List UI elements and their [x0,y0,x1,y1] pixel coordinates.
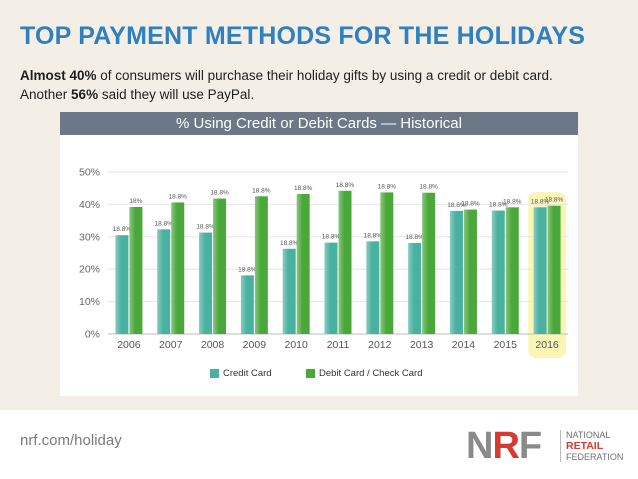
bar-debit-2007 [171,202,185,334]
data-label-debit-2013: 18.8% [419,184,438,191]
chart-title: % Using Credit or Debit Cards — Historic… [60,112,578,135]
x-tick-label-2008: 2008 [201,339,225,351]
x-tick-label-2009: 2009 [243,339,267,351]
x-tick-label-2016: 2016 [535,339,559,351]
x-tick-label-2006: 2006 [117,339,141,351]
nrf-logo: NRF NATIONAL RETAIL FEDERATION [466,424,626,468]
nrf-logo-mark: NRF [466,424,542,468]
legend-item-credit-card: Credit Card [210,368,272,379]
data-label-debit-2014: 18.8% [461,201,480,208]
bar-debit-2006 [129,206,143,334]
bar-credit-2015 [491,210,505,334]
bar-debit-2011 [338,190,352,334]
bar-credit-2006 [115,235,129,334]
bar-debit-2014 [463,209,477,334]
x-tick-label-2010: 2010 [285,339,309,351]
data-label-debit-2010: 18.8% [294,185,313,192]
data-label-credit-2015: 18.8% [489,202,508,209]
data-label-credit-2012: 18.8% [364,232,383,239]
logo-letter-f: F [518,425,542,467]
bar-credit-2012 [366,241,380,334]
footer: nrf.com/holiday NRF NATIONAL RETAIL FEDE… [0,410,638,479]
bar-credit-2014 [449,210,463,334]
y-tick-label: 50% [79,167,100,179]
footer-url-link[interactable]: nrf.com/holiday [20,432,122,449]
y-tick-label: 0% [85,329,100,341]
data-label-credit-2006: 18.8% [113,226,132,233]
bar-debit-2015 [505,207,519,334]
y-tick-label: 10% [79,296,100,308]
data-label-debit-2011: 18.8% [336,182,355,189]
legend-label-credit-card: Credit Card [223,368,272,379]
x-tick-label-2014: 2014 [452,339,476,351]
data-label-credit-2011: 18.8% [322,234,341,241]
subtitle-highlight-2: 56% [71,87,99,102]
logo-letter-r: R [492,425,519,467]
bar-credit-2016 [533,207,547,334]
bar-debit-2009 [254,196,268,334]
data-label-credit-2010: 18.8% [280,240,299,247]
y-tick-label: 30% [79,231,100,243]
bar-debit-2010 [296,194,310,334]
data-label-debit-2012: 18.8% [378,183,397,190]
legend-item-debit-card: Debit Card / Check Card [306,368,422,379]
bar-credit-2011 [324,242,338,334]
data-label-credit-2014: 18.8% [447,202,466,209]
logo-line-retail: RETAIL [566,440,604,452]
bar-debit-2012 [380,192,394,334]
data-label-credit-2008: 18.8% [196,224,215,231]
data-label-debit-2008: 18.8% [210,190,229,197]
data-label-debit-2009: 18.8% [252,187,271,194]
nrf-logo-wordmark: NATIONAL RETAIL FEDERATION [566,430,623,463]
data-label-debit-2016: 18.8% [545,197,564,204]
x-tick-label-2007: 2007 [159,339,183,351]
logo-line-federation: FEDERATION [566,452,624,462]
bar-credit-2010 [282,248,296,334]
bar-debit-2008 [213,198,227,334]
logo-letter-n: N [466,425,493,467]
data-label-credit-2016: 18.8% [531,198,550,205]
logo-line-national: NATIONAL [566,430,611,440]
page-title: TOP PAYMENT METHODS FOR THE HOLIDAYS [20,22,586,50]
page-subtitle: Almost 40% of consumers will purchase th… [20,66,580,104]
data-label-credit-2013: 18.8% [405,234,424,241]
subtitle-highlight-1: Almost 40% [20,68,97,83]
bar-debit-2016 [547,205,561,334]
bar-credit-2013 [408,242,422,334]
data-label-credit-2007: 18.8% [155,220,174,227]
data-label-debit-2007: 18.8% [169,193,188,200]
data-label-credit-2009: 18.8% [238,266,257,273]
subtitle-text-1: of consumers will purchase their holiday… [20,68,553,102]
legend-label-debit-card: Debit Card / Check Card [319,368,423,379]
data-label-debit-2006: 18% [129,198,142,205]
chart-legend: Credit Card Debit Card / Check Card [60,368,578,384]
x-tick-label-2013: 2013 [410,339,434,351]
bar-chart: 0%10%20%30%40%50%18.8%18%200618.8%18.8%2… [79,167,568,358]
logo-divider [560,430,561,462]
legend-swatch-debit-card [306,369,315,378]
bar-debit-2013 [422,192,436,334]
x-tick-label-2015: 2015 [494,339,518,351]
legend-swatch-credit-card [210,369,219,378]
bar-credit-2009 [240,275,254,334]
chart-card: % Using Credit or Debit Cards — Historic… [60,112,578,396]
data-label-debit-2015: 18.8% [503,198,522,205]
y-tick-label: 20% [79,264,100,276]
bar-credit-2007 [157,229,171,334]
subtitle-text-2: said they will use PayPal. [98,87,255,102]
x-tick-label-2011: 2011 [327,339,350,351]
bar-credit-2008 [199,232,213,334]
y-tick-label: 40% [79,199,100,211]
x-tick-label-2012: 2012 [368,339,392,351]
